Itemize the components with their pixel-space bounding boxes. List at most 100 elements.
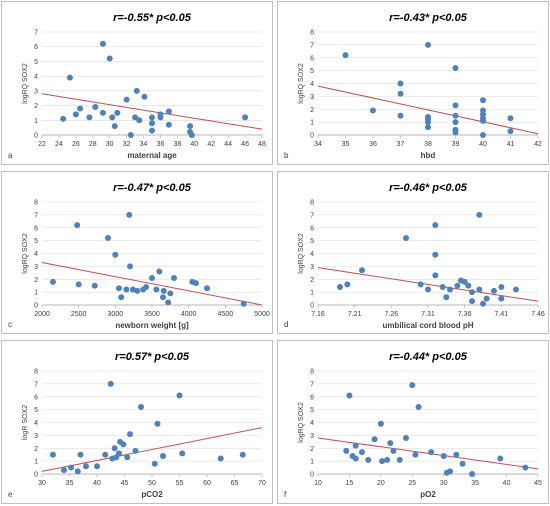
data-point: [469, 289, 475, 296]
y-tick-label: 6: [34, 44, 38, 51]
x-tick-label: 7.36: [458, 311, 472, 318]
data-point: [132, 114, 139, 121]
y-axis-label: logR SOX2: [22, 405, 29, 440]
data-point: [452, 102, 459, 109]
data-point: [397, 80, 404, 87]
x-tick-label: 22: [38, 141, 46, 148]
y-tick-label: 6: [310, 394, 314, 401]
data-point: [425, 286, 431, 293]
data-point: [77, 451, 84, 458]
panel-letter: d: [284, 320, 288, 329]
data-point: [452, 119, 459, 126]
panel-letter: c: [8, 320, 12, 329]
chart-panel-a: r=-0.55* p<0.05 0 1 2 3 4 5 6 7 22 24 26 28 30 32 34 36 3…: [1, 1, 273, 165]
y-tick-label: 5: [34, 238, 38, 245]
data-point: [346, 392, 353, 399]
data-point: [480, 117, 486, 124]
x-tick-label: 70: [258, 480, 266, 487]
data-point: [153, 286, 160, 293]
data-point: [118, 294, 125, 301]
y-tick-label: 2: [310, 107, 314, 114]
data-point: [453, 451, 460, 458]
x-tick-label: 36: [157, 141, 165, 148]
data-point: [83, 463, 89, 470]
data-point: [370, 107, 376, 114]
x-tick-label: 65: [231, 480, 239, 487]
x-tick-label: 20: [377, 480, 385, 487]
data-point: [480, 97, 486, 104]
data-point: [452, 112, 459, 119]
data-point: [397, 112, 404, 119]
data-point: [72, 111, 79, 118]
data-point: [154, 420, 161, 427]
data-point: [447, 286, 453, 293]
data-point: [507, 128, 514, 135]
data-point: [387, 440, 394, 447]
x-tick-label: 7.21: [348, 311, 362, 318]
y-tick-label: 0: [310, 133, 314, 140]
data-point: [342, 52, 349, 59]
y-tick-label: 3: [34, 264, 38, 271]
data-point: [428, 449, 435, 456]
y-tick-label: 6: [310, 225, 314, 232]
x-tick-label: 15: [346, 480, 354, 487]
y-tick-label: 7: [310, 42, 314, 49]
data-point: [99, 109, 106, 116]
data-point: [513, 286, 519, 293]
x-axis-label: maternal age: [127, 151, 177, 160]
scatter-plot-d: r=-0.46* p<0.05 0 1 2 3 4 5 6 7 8 7.16 7.21 7.26 7.31…: [284, 182, 545, 330]
y-tick-label: 0: [34, 472, 38, 479]
data-point: [384, 456, 391, 463]
data-point: [127, 263, 133, 270]
data-point: [176, 392, 183, 399]
data-point: [390, 447, 397, 454]
y-tick-label: 8: [310, 369, 314, 376]
trend-line: [317, 437, 539, 470]
data-point: [425, 119, 431, 126]
trend-line: [41, 427, 263, 472]
data-point: [204, 285, 210, 292]
x-tick-label: 35: [471, 480, 479, 487]
data-point: [187, 123, 194, 130]
y-tick-label: 2: [34, 277, 38, 284]
chart-panel-e: r=0.57* p<0.05 0 1 2 3 4 5 6 7 8 30 35 40 45 50 55 60 65 7…: [1, 340, 273, 504]
data-point: [149, 114, 155, 121]
x-tick-label: 40: [503, 480, 511, 487]
x-tick-label: 2000: [34, 311, 50, 318]
y-tick-label: 3: [310, 94, 314, 101]
data-point: [498, 283, 505, 290]
x-tick-label: 50: [148, 480, 156, 487]
y-tick-label: 3: [34, 88, 38, 95]
x-tick-label: 7.26: [385, 311, 399, 318]
data-point: [74, 468, 81, 475]
y-tick-label: 2: [34, 103, 38, 110]
data-point: [497, 455, 504, 462]
y-tick-label: 3: [310, 264, 314, 271]
x-tick-label: 40: [93, 480, 101, 487]
x-tick-label: 30: [440, 480, 448, 487]
data-point: [425, 41, 431, 48]
x-tick-label: 28: [89, 141, 97, 148]
data-point: [127, 431, 133, 438]
chart-panel-c: r=-0.47* p<0.05 0 1 2 3 4 5 6 7 8 2000 2500 3000 3500…: [1, 171, 273, 334]
x-tick-label: 48: [258, 141, 266, 148]
y-tick-label: 6: [34, 225, 38, 232]
x-tick-label: 25: [408, 480, 416, 487]
trend-line: [41, 93, 263, 130]
chart-panel-f: r=-0.44* p<0.05 0 1 2 3 4 5 6 7 8 10 15 20 25 30 35 40 45…: [277, 340, 549, 504]
x-tick-label: 44: [224, 141, 232, 148]
data-point: [217, 455, 224, 462]
y-tick-label: 1: [34, 459, 38, 466]
x-axis-label: hbd: [421, 151, 436, 160]
data-point: [242, 114, 249, 121]
data-point: [74, 222, 81, 229]
x-tick-label: 36: [369, 141, 377, 148]
data-point: [469, 298, 475, 305]
data-point: [114, 109, 121, 116]
y-tick-label: 3: [34, 433, 38, 440]
trend-line: [317, 85, 539, 135]
data-point: [352, 455, 359, 462]
data-point: [149, 274, 155, 281]
y-tick-label: 5: [34, 407, 38, 414]
